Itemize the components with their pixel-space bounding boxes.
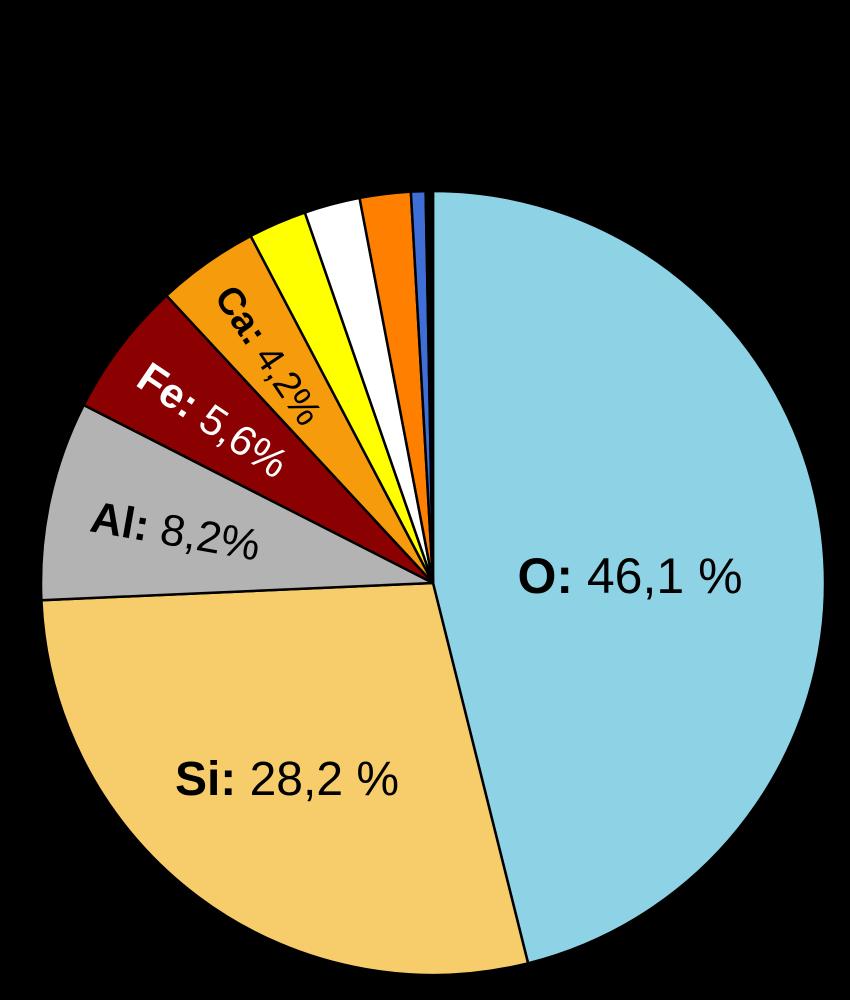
pie-slice-si <box>40 581 530 977</box>
slice-label-symbol: Si: <box>175 753 250 806</box>
pie-slices <box>39 189 827 977</box>
pie-slice-9 <box>424 189 435 585</box>
pie-slice-o <box>431 189 827 965</box>
slice-label-o: O: 46,1 % <box>517 548 742 604</box>
slice-label-value: 28,2 % <box>250 753 399 806</box>
slice-label-value: 46,1 % <box>587 548 743 604</box>
pie-slice-fe <box>82 294 435 585</box>
slice-label-si: Si: 28,2 % <box>175 753 399 806</box>
slice-label-symbol: Al: <box>87 492 165 553</box>
slice-label-symbol: O: <box>517 548 586 604</box>
pie-slice-al <box>39 403 435 602</box>
